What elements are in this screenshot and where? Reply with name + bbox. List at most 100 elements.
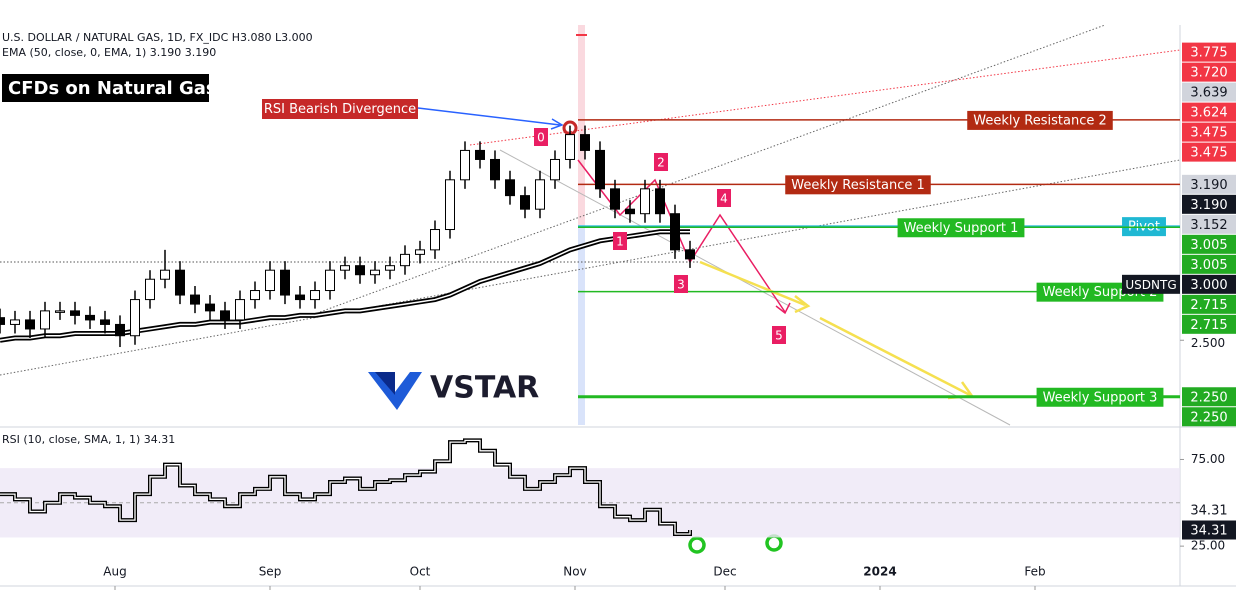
x-tick-label: Nov — [563, 565, 586, 579]
axis-label: 3.005 — [1190, 258, 1227, 273]
rsi-line — [0, 439, 691, 535]
candle-body — [250, 290, 260, 301]
axis-label: 3.720 — [1190, 66, 1227, 81]
candle-body — [595, 149, 605, 190]
axis-label: 34.31 — [1190, 503, 1227, 518]
candle-body — [295, 294, 305, 301]
candle-body — [85, 314, 95, 321]
wave-label: 0 — [537, 131, 545, 145]
level-label: Weekly Support 1 — [904, 221, 1019, 236]
candle-body — [625, 208, 635, 215]
axis-label-bg — [1182, 407, 1236, 427]
candle-body — [205, 303, 215, 312]
axis-label: 34.31 — [1190, 523, 1227, 538]
highlight-band — [578, 225, 585, 425]
candle-body — [190, 294, 200, 305]
candle-body — [115, 323, 125, 337]
candle-body — [340, 265, 350, 271]
wave-label: 2 — [657, 156, 665, 170]
x-tick-label: Feb — [1024, 565, 1045, 579]
level-label-bg — [967, 110, 1113, 130]
channel-line — [499, 149, 1011, 426]
arrow-head — [775, 302, 791, 315]
axis-label: 2.715 — [1190, 318, 1227, 333]
chart-layer — [0, 24, 1236, 587]
x-tick-label: Aug — [103, 565, 126, 579]
candle-body — [610, 188, 620, 210]
axis-label: 2.715 — [1190, 298, 1227, 313]
wave-label: 5 — [775, 329, 783, 343]
candle-body — [685, 249, 695, 260]
candle-body — [520, 195, 530, 210]
level-label: Weekly Support 3 — [1043, 390, 1158, 405]
trend-line — [469, 49, 1181, 146]
axis-label: 3.475 — [1190, 126, 1227, 141]
candle-body — [0, 317, 5, 325]
annotation: RSI Bearish Divergence — [264, 102, 416, 117]
candle-body — [580, 134, 590, 151]
candle-body — [160, 269, 170, 280]
annotation-arrow — [417, 107, 561, 126]
projection-arrow — [699, 260, 806, 307]
wave-label-bg — [613, 232, 627, 250]
level-label-bg — [1036, 387, 1164, 407]
candle-body — [475, 149, 485, 160]
axis-label-bg — [1182, 174, 1236, 194]
axis-label-bg — [1182, 194, 1236, 214]
axis-label-bg — [1182, 102, 1236, 122]
arrow-head — [794, 295, 811, 314]
wave-label-bg — [717, 189, 731, 207]
level-label-bg — [897, 218, 1025, 238]
axis-label: 2.250 — [1190, 390, 1227, 405]
chart-title: U.S. DOLLAR / NATURAL GAS, 1D, FX_IDC H3… — [2, 31, 313, 44]
y-tick-label: 2.500 — [1191, 336, 1225, 350]
badge-bg — [2, 74, 209, 102]
candle-body — [130, 299, 140, 337]
axis-label-bg — [1182, 214, 1236, 234]
logo-mark — [368, 372, 422, 410]
candle-body — [370, 269, 380, 276]
axis-label-bg — [1182, 62, 1236, 82]
wave-label: 1 — [616, 235, 624, 249]
annotation-bg — [262, 99, 418, 119]
axis-label: 3.190 — [1190, 198, 1227, 213]
trend-line — [319, 24, 1106, 313]
highlight-band — [578, 25, 585, 225]
candle-body — [385, 265, 395, 271]
x-tick-label: Dec — [713, 565, 736, 579]
candle-body — [235, 299, 245, 321]
wave-label: 3 — [677, 278, 685, 292]
candle-body — [265, 269, 275, 292]
candle-body — [310, 290, 320, 301]
candle-body — [325, 269, 335, 292]
candle-body — [430, 229, 440, 251]
axis-label-bg — [1182, 254, 1236, 274]
candle-body — [550, 158, 560, 181]
axis-label-bg — [1182, 82, 1236, 102]
indicator-title: EMA (50, close, 0, EMA, 1) 3.190 3.190 — [2, 46, 216, 59]
wave-label-bg — [674, 275, 688, 293]
axis-label: 3.624 — [1190, 106, 1227, 121]
watermark: VSTAR — [430, 371, 539, 406]
y-tick-label: 75.00 — [1191, 452, 1225, 466]
rsi-marker — [688, 536, 706, 554]
candle-body — [460, 149, 470, 181]
candle-body — [145, 278, 155, 301]
symbol-bg — [1122, 274, 1180, 294]
axis-label: 3.775 — [1190, 46, 1227, 61]
y-tick-label: 25.00 — [1191, 539, 1225, 553]
x-tick-label: Oct — [410, 565, 431, 579]
level-label: Weekly Resistance 2 — [973, 113, 1107, 128]
candle-body — [280, 269, 290, 296]
level-label-bg — [785, 175, 931, 195]
axis-label-bg — [1182, 294, 1236, 314]
axis-label-bg — [1182, 314, 1236, 334]
candle-body — [655, 188, 665, 215]
arrow-head — [550, 118, 564, 130]
candle-body — [175, 269, 185, 296]
level-label: Weekly Resistance 1 — [791, 178, 925, 193]
wave-label: 4 — [720, 192, 728, 206]
axis-label: 3.475 — [1190, 146, 1227, 161]
candle-body — [490, 158, 500, 181]
